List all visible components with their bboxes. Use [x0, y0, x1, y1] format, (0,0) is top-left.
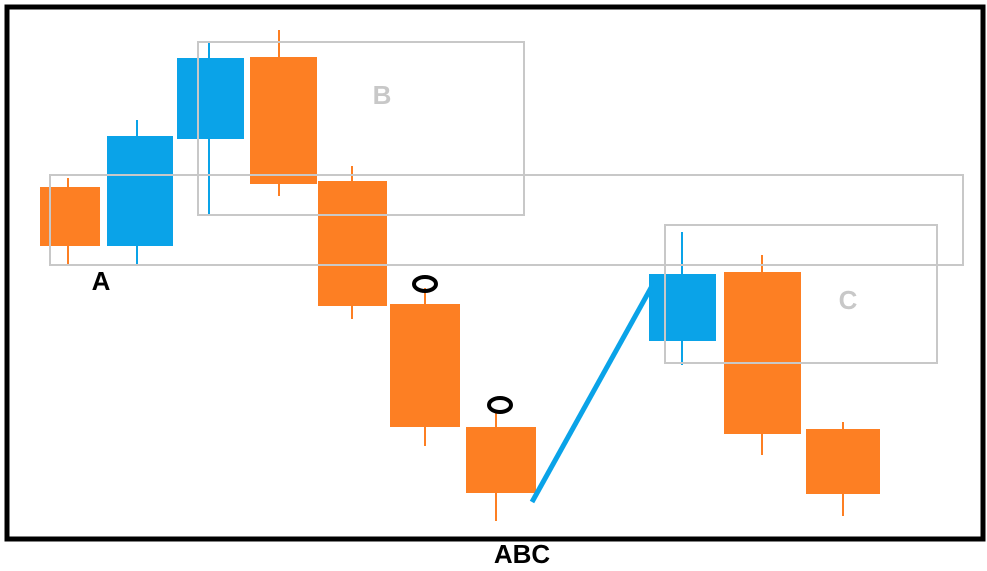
candle — [390, 304, 460, 427]
candle — [318, 181, 387, 306]
candle — [649, 274, 716, 341]
marker-circle — [412, 275, 438, 293]
trend-line — [529, 284, 655, 504]
candle — [250, 57, 317, 184]
label-b: B — [373, 80, 392, 110]
candle — [466, 427, 536, 493]
marker-circle — [487, 396, 513, 414]
box-c — [664, 224, 938, 364]
label-c: C — [839, 285, 858, 315]
box-a — [49, 174, 964, 266]
label-pattern: ABC — [494, 539, 551, 569]
frame — [4, 4, 986, 542]
candle — [724, 272, 801, 434]
candle — [806, 429, 880, 494]
box-b — [197, 41, 525, 216]
label-a: A — [92, 266, 111, 296]
candle — [177, 58, 244, 139]
candle — [107, 136, 173, 246]
candles — [40, 57, 880, 494]
